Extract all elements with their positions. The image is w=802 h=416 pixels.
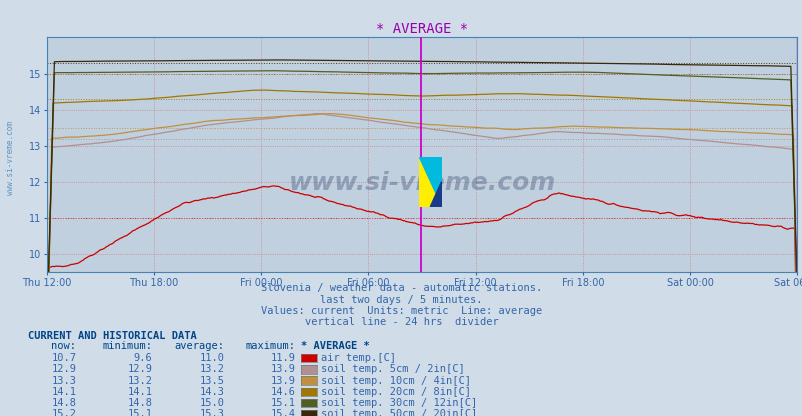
Polygon shape (419, 157, 441, 207)
Text: soil temp. 50cm / 20in[C]: soil temp. 50cm / 20in[C] (321, 409, 477, 416)
Text: 12.9: 12.9 (51, 364, 76, 374)
Text: last two days / 5 minutes.: last two days / 5 minutes. (320, 295, 482, 305)
Text: 15.0: 15.0 (200, 398, 225, 408)
Text: vertical line - 24 hrs  divider: vertical line - 24 hrs divider (304, 317, 498, 327)
Text: 13.2: 13.2 (200, 364, 225, 374)
Title: * AVERAGE *: * AVERAGE * (375, 22, 468, 36)
Text: now:: now: (51, 342, 76, 352)
Text: 14.6: 14.6 (270, 387, 295, 397)
Text: 12.9: 12.9 (128, 364, 152, 374)
Text: 15.2: 15.2 (51, 409, 76, 416)
Text: minimum:: minimum: (103, 342, 152, 352)
Text: 15.1: 15.1 (128, 409, 152, 416)
Text: 14.1: 14.1 (128, 387, 152, 397)
Text: 9.6: 9.6 (134, 353, 152, 363)
Text: air temp.[C]: air temp.[C] (321, 353, 395, 363)
Text: 15.3: 15.3 (200, 409, 225, 416)
Text: soil temp. 20cm / 8in[C]: soil temp. 20cm / 8in[C] (321, 387, 471, 397)
Text: Slovenia / weather data - automatic stations.: Slovenia / weather data - automatic stat… (261, 283, 541, 293)
Polygon shape (419, 157, 441, 207)
Text: 13.9: 13.9 (270, 376, 295, 386)
Text: 14.8: 14.8 (128, 398, 152, 408)
Text: Values: current  Units: metric  Line: average: Values: current Units: metric Line: aver… (261, 306, 541, 316)
Text: soil temp. 30cm / 12in[C]: soil temp. 30cm / 12in[C] (321, 398, 477, 408)
Text: maximum:: maximum: (245, 342, 295, 352)
Text: soil temp. 5cm / 2in[C]: soil temp. 5cm / 2in[C] (321, 364, 464, 374)
Text: 13.5: 13.5 (200, 376, 225, 386)
Text: 14.1: 14.1 (51, 387, 76, 397)
Text: www.si-vreme.com: www.si-vreme.com (6, 121, 15, 195)
Polygon shape (430, 182, 441, 207)
Text: average:: average: (175, 342, 225, 352)
Text: 13.3: 13.3 (51, 376, 76, 386)
Text: soil temp. 10cm / 4in[C]: soil temp. 10cm / 4in[C] (321, 376, 471, 386)
Text: 14.8: 14.8 (51, 398, 76, 408)
Text: 11.0: 11.0 (200, 353, 225, 363)
Text: 14.3: 14.3 (200, 387, 225, 397)
Text: 10.7: 10.7 (51, 353, 76, 363)
Text: 11.9: 11.9 (270, 353, 295, 363)
Text: 15.1: 15.1 (270, 398, 295, 408)
Text: www.si-vreme.com: www.si-vreme.com (288, 171, 555, 195)
Text: CURRENT AND HISTORICAL DATA: CURRENT AND HISTORICAL DATA (28, 331, 196, 341)
Text: 13.9: 13.9 (270, 364, 295, 374)
Text: 13.2: 13.2 (128, 376, 152, 386)
Text: 15.4: 15.4 (270, 409, 295, 416)
Text: * AVERAGE *: * AVERAGE * (301, 342, 370, 352)
